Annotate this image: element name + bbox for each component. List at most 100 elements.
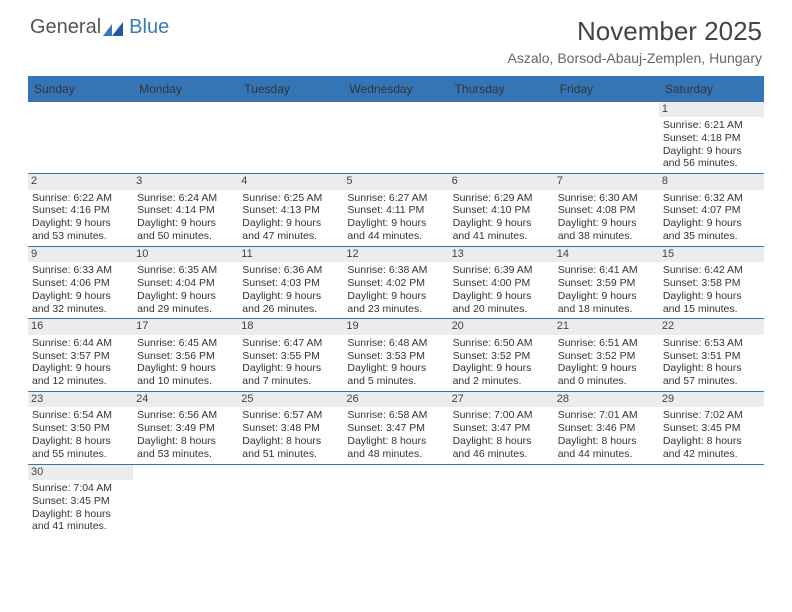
- day-day: Daylight: 8 hours and 51 minutes.: [242, 435, 339, 461]
- day-number: 25: [238, 392, 343, 407]
- title-block: November 2025 Aszalo, Borsod-Abauj-Zempl…: [508, 16, 762, 66]
- day-sunset: Sunset: 3:57 PM: [32, 350, 129, 363]
- calendar-day-cell: 12Sunrise: 6:38 AMSunset: 4:02 PMDayligh…: [343, 247, 448, 319]
- day-sunrise: Sunrise: 6:39 AM: [453, 264, 550, 277]
- day-number: 14: [554, 247, 659, 262]
- calendar-empty-cell: [343, 465, 448, 537]
- calendar-day-cell: 11Sunrise: 6:36 AMSunset: 4:03 PMDayligh…: [238, 247, 343, 319]
- day-day: Daylight: 9 hours and 5 minutes.: [347, 362, 444, 388]
- day-day: Daylight: 9 hours and 47 minutes.: [242, 217, 339, 243]
- day-day: Daylight: 9 hours and 2 minutes.: [453, 362, 550, 388]
- day-sunset: Sunset: 4:08 PM: [558, 204, 655, 217]
- calendar-day-cell: 3Sunrise: 6:24 AMSunset: 4:14 PMDaylight…: [133, 174, 238, 246]
- day-sunrise: Sunrise: 6:48 AM: [347, 337, 444, 350]
- calendar: SundayMondayTuesdayWednesdayThursdayFrid…: [28, 76, 764, 536]
- day-sunset: Sunset: 4:13 PM: [242, 204, 339, 217]
- day-sunset: Sunset: 3:52 PM: [558, 350, 655, 363]
- calendar-day-cell: 25Sunrise: 6:57 AMSunset: 3:48 PMDayligh…: [238, 392, 343, 464]
- calendar-day-cell: 26Sunrise: 6:58 AMSunset: 3:47 PMDayligh…: [343, 392, 448, 464]
- day-day: Daylight: 8 hours and 42 minutes.: [663, 435, 760, 461]
- calendar-header-cell: Friday: [554, 77, 659, 102]
- day-day: Daylight: 9 hours and 23 minutes.: [347, 290, 444, 316]
- day-sunset: Sunset: 4:06 PM: [32, 277, 129, 290]
- calendar-row: 1Sunrise: 6:21 AMSunset: 4:18 PMDaylight…: [28, 102, 764, 175]
- day-sunrise: Sunrise: 6:51 AM: [558, 337, 655, 350]
- day-number: 13: [449, 247, 554, 262]
- day-sunrise: Sunrise: 6:54 AM: [32, 409, 129, 422]
- day-number: 2: [28, 174, 133, 189]
- logo-flag-icon: [103, 19, 125, 33]
- calendar-day-cell: 9Sunrise: 6:33 AMSunset: 4:06 PMDaylight…: [28, 247, 133, 319]
- day-sunset: Sunset: 3:50 PM: [32, 422, 129, 435]
- day-number: 24: [133, 392, 238, 407]
- day-day: Daylight: 8 hours and 44 minutes.: [558, 435, 655, 461]
- day-day: Daylight: 9 hours and 50 minutes.: [137, 217, 234, 243]
- day-number: 23: [28, 392, 133, 407]
- calendar-day-cell: 2Sunrise: 6:22 AMSunset: 4:16 PMDaylight…: [28, 174, 133, 246]
- day-number: 30: [28, 465, 133, 480]
- logo-word-general: General: [30, 16, 101, 39]
- day-day: Daylight: 9 hours and 32 minutes.: [32, 290, 129, 316]
- calendar-row: 9Sunrise: 6:33 AMSunset: 4:06 PMDaylight…: [28, 247, 764, 320]
- day-sunset: Sunset: 3:52 PM: [453, 350, 550, 363]
- day-sunset: Sunset: 3:56 PM: [137, 350, 234, 363]
- day-sunset: Sunset: 3:45 PM: [32, 495, 129, 508]
- calendar-empty-cell: [238, 465, 343, 537]
- day-sunset: Sunset: 3:47 PM: [453, 422, 550, 435]
- day-sunset: Sunset: 4:11 PM: [347, 204, 444, 217]
- calendar-header-cell: Thursday: [449, 77, 554, 102]
- calendar-day-cell: 8Sunrise: 6:32 AMSunset: 4:07 PMDaylight…: [659, 174, 764, 246]
- calendar-day-cell: 27 Sunrise: 7:00 AMSunset: 3:47 PMDayligh…: [449, 392, 554, 464]
- calendar-day-cell: 13Sunrise: 6:39 AMSunset: 4:00 PMDayligh…: [449, 247, 554, 319]
- day-sunset: Sunset: 4:16 PM: [32, 204, 129, 217]
- calendar-day-cell: 24Sunrise: 6:56 AMSunset: 3:49 PMDayligh…: [133, 392, 238, 464]
- day-sunrise: Sunrise: 7:02 AM: [663, 409, 760, 422]
- calendar-day-cell: 15Sunrise: 6:42 AMSunset: 3:58 PMDayligh…: [659, 247, 764, 319]
- calendar-empty-cell: [659, 465, 764, 537]
- day-sunrise: Sunrise: 6:38 AM: [347, 264, 444, 277]
- day-sunset: Sunset: 4:14 PM: [137, 204, 234, 217]
- calendar-day-cell: 20Sunrise: 6:50 AMSunset: 3:52 PMDayligh…: [449, 319, 554, 391]
- day-number: 29: [659, 392, 764, 407]
- day-sunrise: Sunrise: 6:42 AM: [663, 264, 760, 277]
- day-number: 28: [554, 392, 659, 407]
- day-day: Daylight: 8 hours and 48 minutes.: [347, 435, 444, 461]
- day-day: Daylight: 8 hours and 46 minutes.: [453, 435, 550, 461]
- day-sunset: Sunset: 3:49 PM: [137, 422, 234, 435]
- calendar-empty-cell: [343, 102, 448, 174]
- day-sunset: Sunset: 4:07 PM: [663, 204, 760, 217]
- day-sunset: Sunset: 3:51 PM: [663, 350, 760, 363]
- day-sunrise: Sunrise: 6:21 AM: [663, 119, 760, 132]
- day-sunrise: Sunrise: 7:04 AM: [32, 482, 129, 495]
- day-sunrise: Sunrise: 6:41 AM: [558, 264, 655, 277]
- day-day: Daylight: 9 hours and 38 minutes.: [558, 217, 655, 243]
- day-sunset: Sunset: 3:58 PM: [663, 277, 760, 290]
- calendar-day-cell: 19Sunrise: 6:48 AMSunset: 3:53 PMDayligh…: [343, 319, 448, 391]
- day-sunrise: Sunrise: 6:44 AM: [32, 337, 129, 350]
- calendar-day-cell: 29Sunrise: 7:02 AMSunset: 3:45 PMDayligh…: [659, 392, 764, 464]
- day-number: 4: [238, 174, 343, 189]
- calendar-header-row: SundayMondayTuesdayWednesdayThursdayFrid…: [28, 77, 764, 102]
- calendar-day-cell: 23Sunrise: 6:54 AMSunset: 3:50 PMDayligh…: [28, 392, 133, 464]
- day-sunrise: Sunrise: 6:22 AM: [32, 192, 129, 205]
- day-day: Daylight: 8 hours and 41 minutes.: [32, 508, 129, 534]
- day-sunrise: Sunrise: 6:53 AM: [663, 337, 760, 350]
- day-sunrise: Sunrise: 7:01 AM: [558, 409, 655, 422]
- calendar-empty-cell: [133, 102, 238, 174]
- calendar-empty-cell: [449, 102, 554, 174]
- calendar-header-cell: Saturday: [659, 77, 764, 102]
- day-day: Daylight: 9 hours and 35 minutes.: [663, 217, 760, 243]
- day-sunset: Sunset: 4:10 PM: [453, 204, 550, 217]
- day-sunrise: Sunrise: 6:45 AM: [137, 337, 234, 350]
- day-number: 9: [28, 247, 133, 262]
- day-number: 16: [28, 319, 133, 334]
- day-day: Daylight: 8 hours and 53 minutes.: [137, 435, 234, 461]
- day-sunrise: Sunrise: 6:47 AM: [242, 337, 339, 350]
- day-sunrise: Sunrise: 7:00 AM: [453, 409, 550, 422]
- calendar-header-cell: Monday: [133, 77, 238, 102]
- day-day: Daylight: 9 hours and 26 minutes.: [242, 290, 339, 316]
- day-day: Daylight: 9 hours and 29 minutes.: [137, 290, 234, 316]
- day-number: 27: [449, 392, 554, 407]
- day-sunrise: Sunrise: 6:32 AM: [663, 192, 760, 205]
- calendar-day-cell: 28Sunrise: 7:01 AMSunset: 3:46 PMDayligh…: [554, 392, 659, 464]
